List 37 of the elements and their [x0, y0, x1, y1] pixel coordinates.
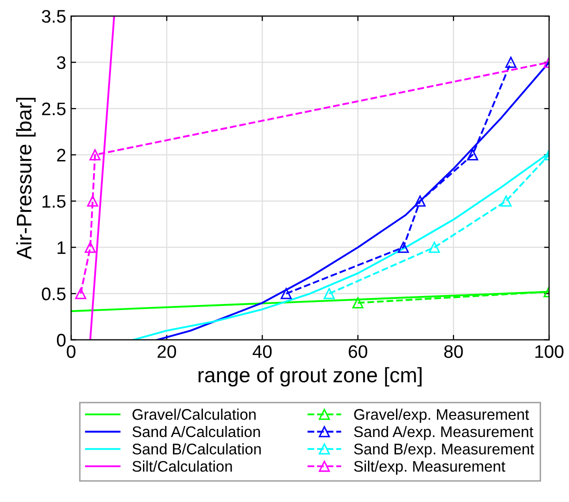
legend-label: Silt/exp. Measurement: [354, 460, 506, 475]
point: [87, 196, 98, 207]
x-tick-label: 40: [252, 345, 272, 358]
point: [467, 149, 478, 160]
legend-label: Sand B/exp. Measurement: [354, 443, 534, 458]
legend-label: Silt/Calculation: [132, 460, 232, 472]
legend-label: Sand B/Calculation: [132, 443, 261, 454]
y-tick-label: 2: [57, 148, 66, 162]
point: [89, 149, 101, 160]
y-tick-label: 2.5: [42, 102, 66, 116]
legend-label: Gravel/exp. Measurement: [354, 408, 530, 423]
y-axis-title: Air-Pressure [bar]: [16, 98, 36, 260]
y-tick-label: 1: [58, 241, 66, 254]
point: [352, 297, 364, 308]
x-tick-label: 80: [444, 345, 463, 358]
point: [75, 288, 86, 300]
point: [505, 56, 516, 68]
y-tick-label: 3: [56, 56, 66, 70]
x-axis-title: range of grout zone [cm]: [198, 367, 422, 387]
x-tick-label: 20: [158, 345, 176, 358]
legend-label: Sand A/Calculation: [132, 426, 260, 438]
y-tick-label: 1.5: [42, 195, 66, 208]
legend-label: Sand A/exp. Measurement: [354, 426, 534, 440]
x-tick-label: 60: [348, 345, 368, 358]
point: [428, 242, 440, 253]
y-tick-label: 0.5: [42, 288, 66, 300]
y-tick-label: 3.5: [42, 10, 66, 23]
point: [398, 242, 409, 253]
point: [324, 288, 335, 300]
point: [280, 288, 292, 300]
legend-label: Gravel/Calculation: [132, 408, 256, 420]
y-tick-label: 0: [56, 334, 66, 347]
point: [84, 242, 96, 253]
x-tick-label: 100: [535, 345, 564, 358]
x-tick-label: 0: [66, 345, 76, 358]
point: [500, 196, 512, 207]
point: [414, 196, 426, 207]
